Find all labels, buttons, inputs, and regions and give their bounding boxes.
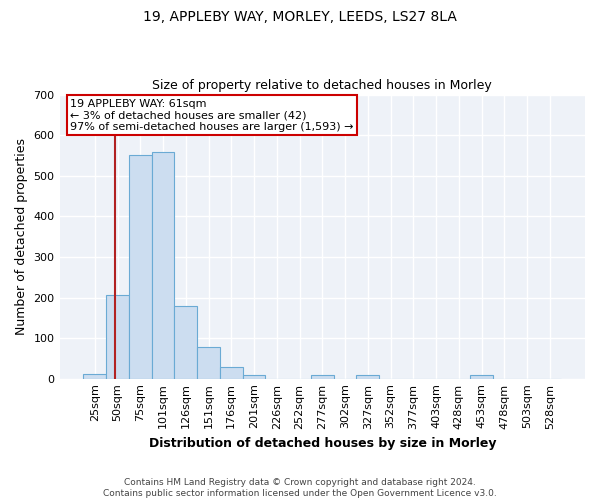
Bar bbox=[129, 154, 152, 378]
Bar bbox=[197, 347, 220, 378]
Bar bbox=[242, 374, 265, 378]
Y-axis label: Number of detached properties: Number of detached properties bbox=[15, 138, 28, 335]
Title: Size of property relative to detached houses in Morley: Size of property relative to detached ho… bbox=[152, 79, 492, 92]
Bar bbox=[311, 376, 334, 378]
Bar bbox=[470, 376, 493, 378]
Bar bbox=[220, 366, 242, 378]
Text: Contains HM Land Registry data © Crown copyright and database right 2024.
Contai: Contains HM Land Registry data © Crown c… bbox=[103, 478, 497, 498]
Bar bbox=[106, 296, 129, 378]
Text: 19 APPLEBY WAY: 61sqm
← 3% of detached houses are smaller (42)
97% of semi-detac: 19 APPLEBY WAY: 61sqm ← 3% of detached h… bbox=[70, 99, 353, 132]
Text: 19, APPLEBY WAY, MORLEY, LEEDS, LS27 8LA: 19, APPLEBY WAY, MORLEY, LEEDS, LS27 8LA bbox=[143, 10, 457, 24]
X-axis label: Distribution of detached houses by size in Morley: Distribution of detached houses by size … bbox=[149, 437, 496, 450]
Bar bbox=[356, 376, 379, 378]
Bar bbox=[175, 306, 197, 378]
Bar bbox=[83, 374, 106, 378]
Bar bbox=[152, 152, 175, 378]
